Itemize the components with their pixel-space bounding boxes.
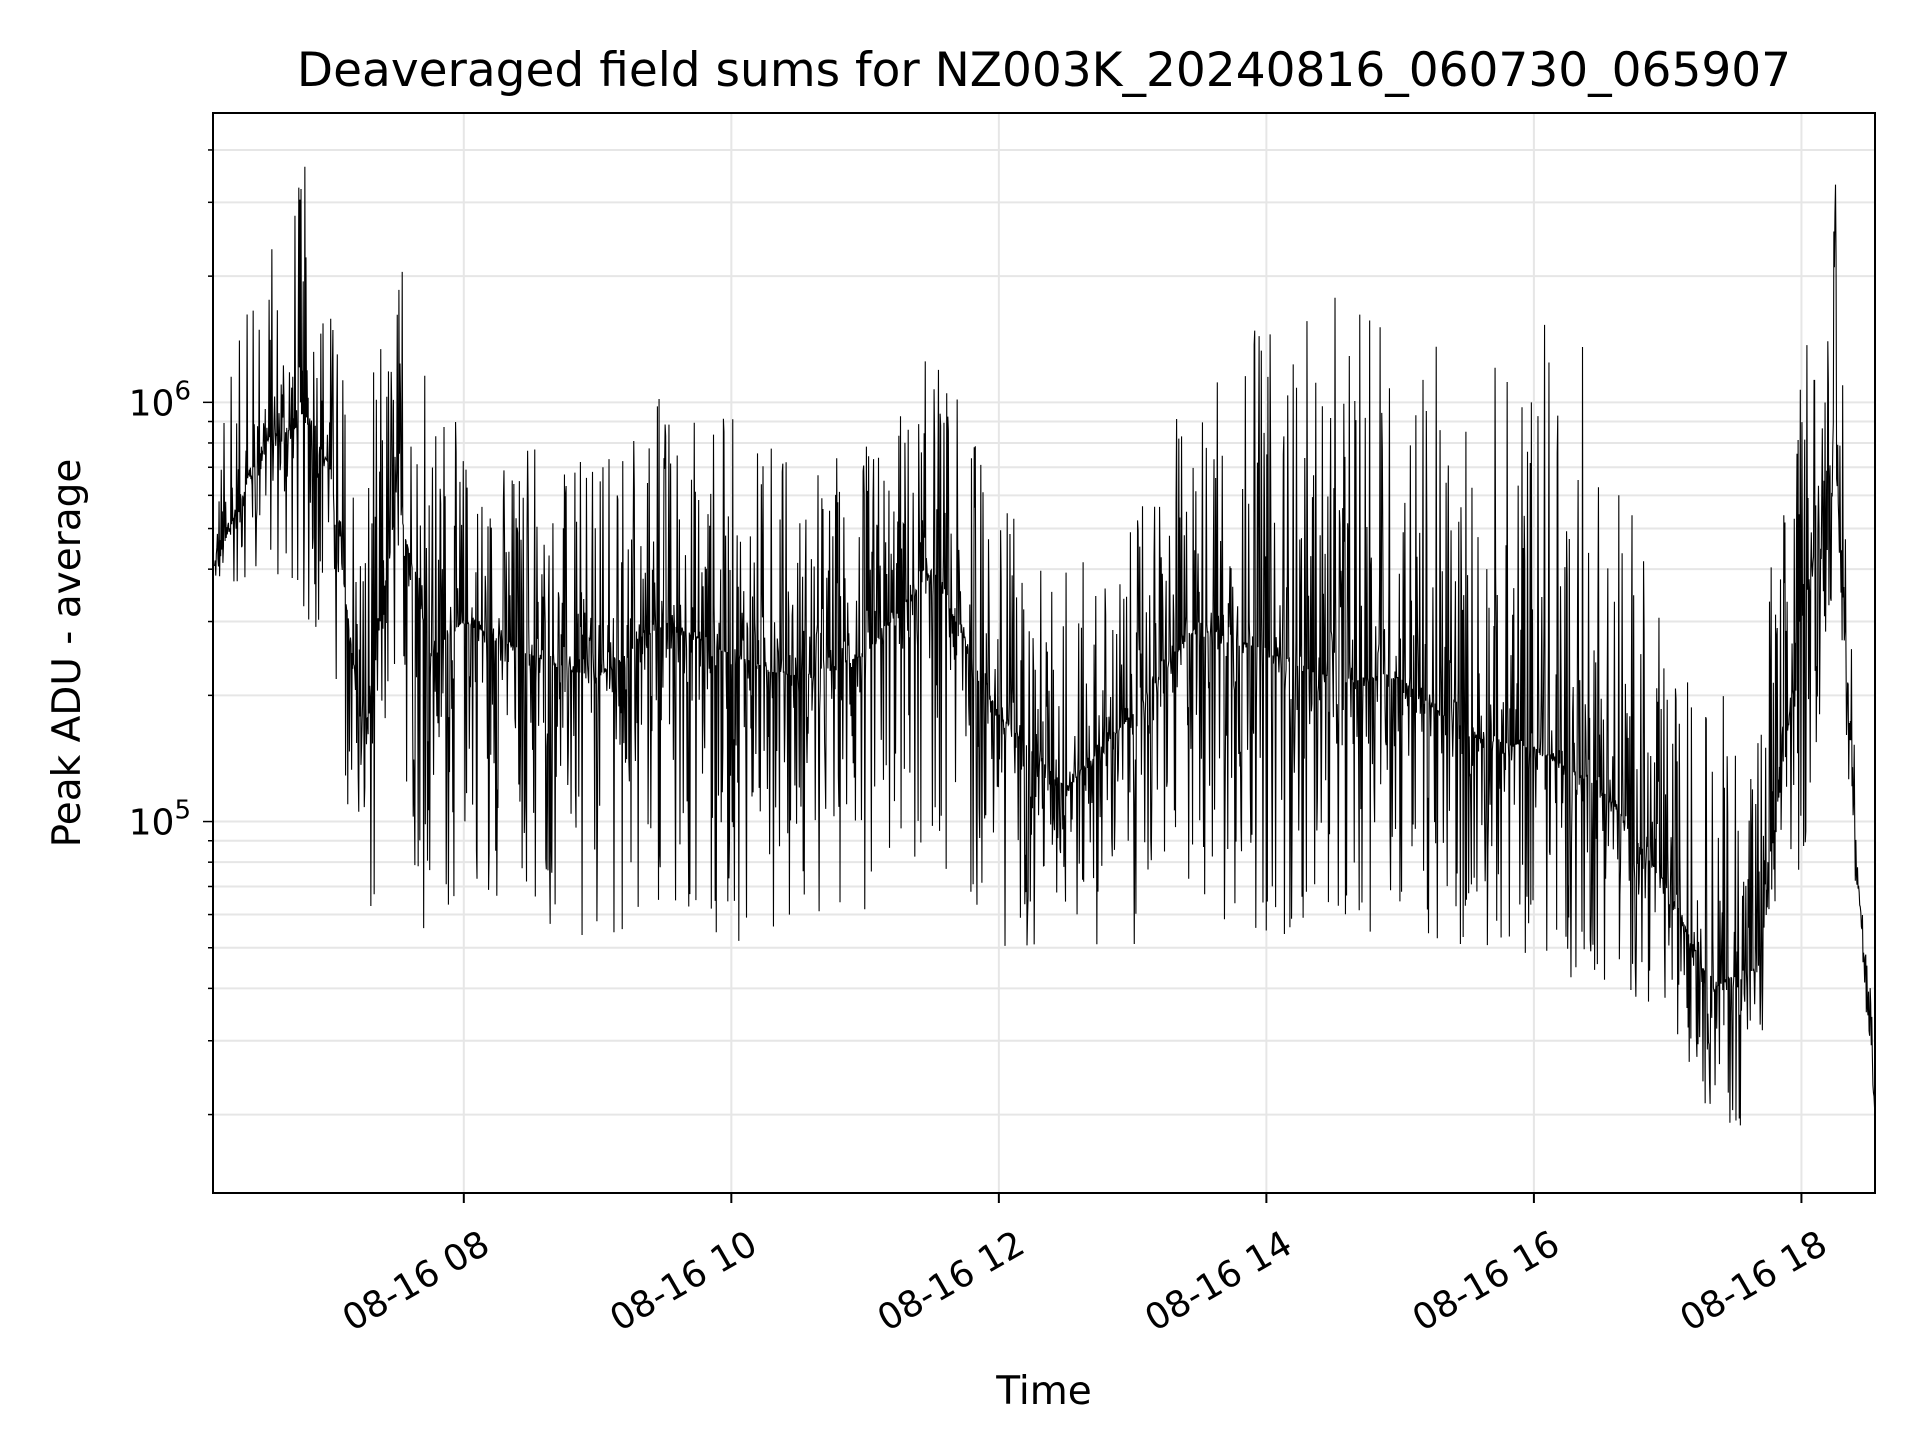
y-axis-label: Peak ADU - average — [45, 459, 90, 848]
series-group — [214, 166, 1876, 1126]
plot-frame — [212, 112, 1876, 1194]
y-tick-label: 105 — [129, 796, 191, 844]
x-axis-label: Time — [995, 1369, 1091, 1414]
y-tick-label: 106 — [129, 376, 191, 424]
series-line — [214, 166, 1876, 1126]
chart-title: Deaveraged field sums for NZ003K_2024081… — [297, 43, 1791, 98]
